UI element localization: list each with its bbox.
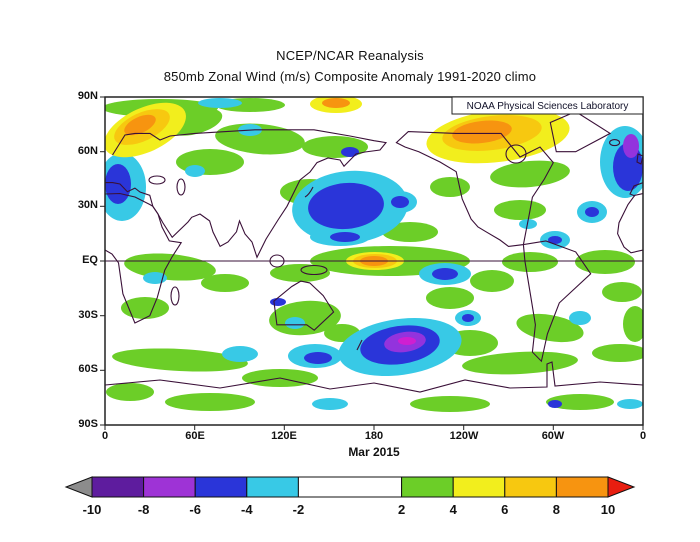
colorbar-label: -8 [138, 502, 150, 517]
lon-tick-120e: 120E [271, 430, 297, 442]
lon-tick-60e: 60E [185, 430, 205, 442]
colorbar-label: 2 [398, 502, 405, 517]
lon-tick-180: 180 [364, 430, 384, 442]
colorbar-label: 4 [450, 502, 458, 517]
colorbar-label: -2 [293, 502, 305, 517]
lat-tick-30s: 30S [78, 309, 98, 321]
anomaly-field [105, 97, 643, 412]
lon-tick-60w: 60W [541, 430, 565, 442]
colorbar: -10 -8 -6 -4 -2 2 4 6 8 10 [64, 476, 636, 517]
lat-tick-90s: 90S [78, 418, 98, 430]
colorbar-label: -4 [241, 502, 253, 517]
lon-tick-120w: 120W [449, 430, 479, 442]
colorbar-label: 10 [601, 502, 615, 517]
source-label-box: NOAA Physical Sciences Laboratory [451, 96, 644, 115]
plot-subtitle: 850mb Zonal Wind (m/s) Composite Anomaly… [163, 69, 537, 84]
colorbar-cells [64, 476, 636, 498]
date-label: Mar 2015 [348, 445, 400, 459]
colorbar-label: -10 [83, 502, 102, 517]
colorbar-labels: -10 -8 -6 -4 -2 2 4 6 8 10 [83, 502, 616, 517]
lon-tick-0e: 0 [101, 430, 109, 442]
anomaly-map: NOAA Physical Sciences Laboratory [100, 96, 644, 430]
lat-tick-90n: 90N [77, 90, 98, 102]
lat-tick-60s: 60S [78, 363, 98, 375]
coastlines [105, 110, 643, 393]
plot-title: NCEP/NCAR Reanalysis [276, 48, 424, 63]
lat-tick-60n: 60N [77, 145, 98, 157]
colorbar-label: -6 [189, 502, 201, 517]
axis-ticks [100, 96, 644, 430]
lat-tick-eq: EQ [82, 254, 98, 266]
lat-tick-30n: 30N [77, 199, 98, 211]
source-label: NOAA Physical Sciences Laboratory [467, 101, 629, 112]
colorbar-label: 8 [553, 502, 560, 517]
colorbar-label: 6 [501, 502, 508, 517]
lon-tick-0w: 0 [639, 430, 647, 442]
